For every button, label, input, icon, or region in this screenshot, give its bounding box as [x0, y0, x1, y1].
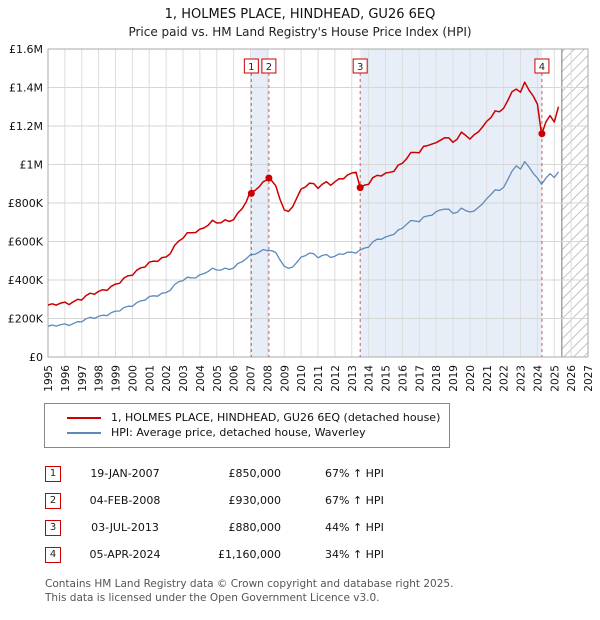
sale-pct-vs-hpi: 44% ↑ HPI [325, 521, 384, 534]
sale-number-box-1 [243, 58, 259, 74]
sale-price: £880,000 [228, 521, 282, 534]
svg-text:2022: 2022 [499, 365, 511, 392]
page-subtitle: Price paid vs. HM Land Registry's House … [128, 25, 472, 39]
svg-text:2002: 2002 [161, 365, 173, 392]
svg-text:2004: 2004 [195, 365, 207, 392]
svg-text:2019: 2019 [448, 365, 460, 392]
sale-number-box-4 [534, 58, 550, 74]
svg-text:£200K: £200K [8, 313, 44, 326]
legend-property-label: 1, HOLMES PLACE, HINDHEAD, GU26 6EQ (det… [111, 411, 441, 424]
svg-text:2001: 2001 [144, 365, 156, 392]
svg-text:2021: 2021 [482, 365, 494, 392]
sale-pct-vs-hpi: 67% ↑ HPI [325, 467, 384, 480]
sale-number-box-3 [352, 58, 368, 74]
property-line-swatch [67, 416, 101, 419]
svg-text:4: 4 [539, 62, 545, 73]
sale-date: 19-JAN-2007 [90, 467, 160, 480]
hpi-series-line [47, 160, 560, 327]
svg-text:£400K: £400K [8, 274, 44, 287]
legend-hpi-label: HPI: Average price, detached house, Wave… [111, 426, 366, 439]
svg-text:2014: 2014 [364, 365, 376, 392]
svg-text:2006: 2006 [229, 365, 241, 392]
table-row: 1 19-JAN-2007 £850,000 67% ↑ HPI [45, 460, 600, 487]
sale-point-3 [356, 184, 364, 192]
sale-price: £850,000 [228, 467, 282, 480]
svg-text:£1M: £1M [20, 159, 44, 172]
svg-text:2017: 2017 [414, 365, 426, 392]
sale-markers: 1 2 3 4 [243, 58, 550, 197]
svg-text:3: 3 [357, 62, 363, 73]
table-row: 3 03-JUL-2013 £880,000 44% ↑ HPI [45, 514, 600, 541]
svg-text:2025: 2025 [549, 365, 561, 392]
sale-point-2 [265, 174, 273, 182]
svg-text:2027: 2027 [583, 365, 595, 392]
sale-number-badge: 2 [45, 492, 61, 509]
svg-text:1: 1 [248, 62, 254, 73]
svg-text:2011: 2011 [313, 365, 325, 392]
svg-text:£1.2M: £1.2M [9, 120, 43, 133]
attribution-footer: Contains HM Land Registry data © Crown c… [45, 578, 600, 605]
svg-text:2000: 2000 [127, 365, 139, 392]
sale-number-badge: 3 [45, 519, 61, 536]
svg-text:£600K: £600K [8, 236, 44, 249]
svg-text:2020: 2020 [465, 365, 477, 392]
sale-number-badge: 1 [45, 465, 61, 482]
sale-number-box-2 [261, 58, 277, 74]
sale-date: 05-APR-2024 [89, 548, 161, 561]
svg-text:1995: 1995 [43, 365, 55, 392]
property-series-line [47, 81, 560, 306]
legend-item-hpi: HPI: Average price, detached house, Wave… [53, 426, 441, 439]
page-title: 1, HOLMES PLACE, HINDHEAD, GU26 6EQ [164, 7, 436, 22]
sale-point-4 [538, 130, 546, 138]
svg-text:£0: £0 [29, 351, 43, 364]
svg-text:2007: 2007 [246, 365, 258, 392]
footer-line-2: This data is licensed under the Open Gov… [45, 591, 380, 604]
svg-text:2024: 2024 [532, 365, 544, 392]
hpi-line-swatch [67, 431, 101, 434]
svg-text:£1.4M: £1.4M [9, 82, 43, 95]
svg-text:2023: 2023 [516, 365, 528, 392]
sale-price: £930,000 [228, 494, 282, 507]
footer-line-1: Contains HM Land Registry data © Crown c… [45, 578, 454, 590]
svg-text:2015: 2015 [381, 365, 393, 392]
sale-date: 03-JUL-2013 [91, 521, 159, 534]
svg-text:2008: 2008 [262, 365, 274, 392]
table-row: 2 04-FEB-2008 £930,000 67% ↑ HPI [45, 487, 600, 514]
svg-text:2016: 2016 [397, 365, 409, 392]
price-chart: 1995 1996 1997 1998 1999 2000 2001 2002 2003 2004… [8, 43, 595, 392]
svg-text:2009: 2009 [279, 365, 291, 392]
svg-text:£800K: £800K [8, 197, 44, 210]
sale-point-1 [247, 189, 255, 197]
sale-pct-vs-hpi: 34% ↑ HPI [325, 548, 384, 561]
svg-text:2018: 2018 [431, 365, 443, 392]
sale-price: £1,160,000 [218, 548, 281, 561]
table-row: 4 05-APR-2024 £1,160,000 34% ↑ HPI [45, 541, 600, 568]
sale-date: 04-FEB-2008 [89, 494, 161, 507]
svg-text:1998: 1998 [94, 365, 106, 392]
svg-text:2: 2 [266, 62, 272, 73]
chart-header: 1, HOLMES PLACE, HINDHEAD, GU26 6EQ Pric… [0, 0, 600, 39]
svg-text:2010: 2010 [296, 365, 308, 392]
legend-item-property: 1, HOLMES PLACE, HINDHEAD, GU26 6EQ (det… [53, 411, 441, 424]
svg-text:1996: 1996 [60, 365, 72, 392]
svg-text:£1.6M: £1.6M [9, 43, 43, 56]
svg-text:2005: 2005 [212, 365, 224, 392]
svg-text:1997: 1997 [77, 365, 89, 392]
sale-number-badge: 4 [45, 546, 61, 563]
sale-pct-vs-hpi: 67% ↑ HPI [325, 494, 384, 507]
svg-text:2012: 2012 [330, 365, 342, 392]
svg-text:1999: 1999 [111, 365, 123, 392]
sale-marker-lines [250, 73, 543, 357]
transaction-table: 1 19-JAN-2007 £850,000 67% ↑ HPI 2 04-FE… [45, 460, 600, 568]
svg-text:2026: 2026 [566, 365, 578, 392]
svg-text:2013: 2013 [347, 365, 359, 392]
svg-text:2003: 2003 [178, 365, 190, 392]
chart-legend: 1, HOLMES PLACE, HINDHEAD, GU26 6EQ (det… [44, 403, 450, 448]
